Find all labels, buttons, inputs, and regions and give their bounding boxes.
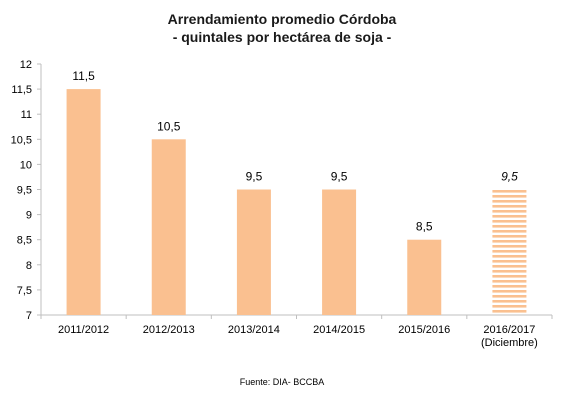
y-tick-label: 11 bbox=[21, 109, 32, 121]
labels: 11,5 2011/2012 10,5 2012/2013 9,5 2013/2014 9,… bbox=[58, 69, 538, 349]
y-tick-label: 10,5 bbox=[11, 134, 32, 146]
bar bbox=[151, 139, 186, 315]
category-label: 2013/2014 bbox=[228, 324, 280, 336]
category-label: 2012/2013 bbox=[143, 324, 195, 336]
y-tick-label: 7,5 bbox=[17, 285, 32, 297]
y-tick-label: 7 bbox=[26, 310, 32, 322]
category-label: 2014/2015 bbox=[313, 324, 365, 336]
data-label: 9,5 bbox=[501, 170, 518, 184]
bar bbox=[322, 189, 357, 315]
category-label: 2015/2016 bbox=[398, 324, 450, 336]
category-label: 2011/2012 bbox=[58, 324, 109, 336]
data-label: 8,5 bbox=[416, 220, 433, 234]
data-label: 10,5 bbox=[157, 119, 181, 133]
data-label: 11,5 bbox=[72, 69, 95, 83]
axes: 7 7,5 8 8,5 9 9,5 10 10,5 11 11,5 12 bbox=[11, 59, 553, 322]
category-sublabel: (Diciembre) bbox=[481, 337, 538, 349]
y-tick-label: 9 bbox=[26, 210, 32, 222]
bars bbox=[66, 89, 527, 315]
chart-subtitle: - quintales por hectárea de soja - bbox=[172, 29, 392, 45]
category-label: 2016/2017 bbox=[483, 324, 535, 336]
y-tick-label: 11,5 bbox=[11, 84, 32, 96]
bar bbox=[236, 189, 271, 315]
source-note: Fuente: DIA- BCCBA bbox=[239, 377, 325, 387]
bar-estimated bbox=[492, 189, 527, 315]
chart-title: Arrendamiento promedio Córdoba bbox=[167, 11, 397, 27]
bar bbox=[407, 239, 442, 315]
y-tick-label: 10 bbox=[20, 159, 32, 171]
y-tick-label: 12 bbox=[20, 59, 32, 71]
y-tick-label: 8,5 bbox=[17, 235, 32, 247]
y-tick-label: 9,5 bbox=[17, 185, 32, 197]
y-tick-label: 8 bbox=[26, 260, 32, 272]
data-label: 9,5 bbox=[331, 170, 348, 184]
data-label: 9,5 bbox=[246, 170, 263, 184]
bar bbox=[66, 89, 101, 315]
